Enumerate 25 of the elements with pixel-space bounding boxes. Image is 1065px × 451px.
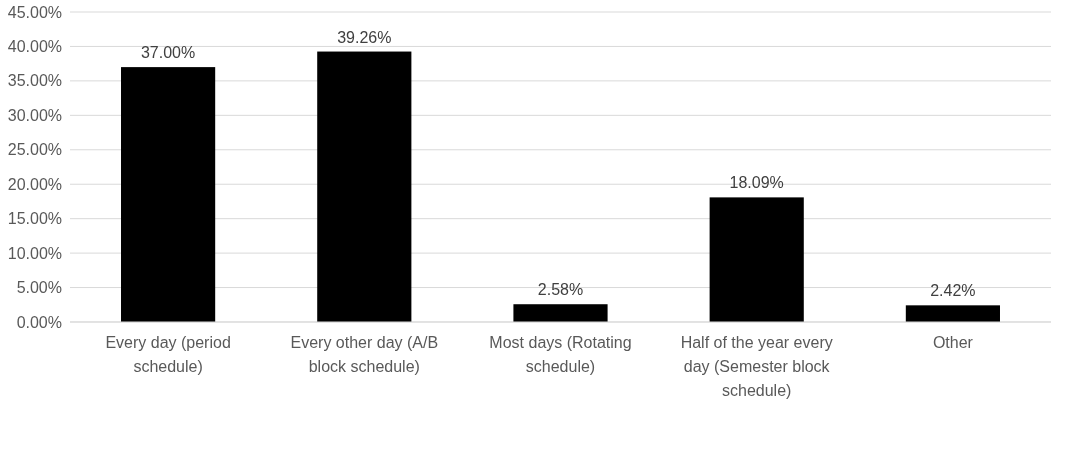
x-tick-label: Other xyxy=(932,334,974,351)
x-tick-label: Every other day (A/B block schedule) xyxy=(290,334,439,375)
y-tick-label: 10.00% xyxy=(7,244,62,262)
y-tick-label: 25.00% xyxy=(7,141,62,159)
data-label: 39.26% xyxy=(337,28,392,46)
data-label: 2.42% xyxy=(930,282,976,300)
y-tick-label: 40.00% xyxy=(7,38,62,56)
data-label: 37.00% xyxy=(140,44,196,62)
y-tick-label: 0.00% xyxy=(16,313,62,331)
bar xyxy=(905,305,1000,322)
bar xyxy=(513,304,608,322)
x-tick-label: Most days (Rotating schedule) xyxy=(489,334,632,375)
bar xyxy=(317,51,412,322)
data-label: 18.09% xyxy=(729,174,784,192)
y-tick-label: 35.00% xyxy=(7,72,62,90)
x-tick-label: Half of the year every day (Semester block schedule) xyxy=(680,334,833,399)
y-tick-label: 45.00% xyxy=(7,3,62,21)
y-tick-label: 20.00% xyxy=(7,175,62,193)
y-tick-label: 15.00% xyxy=(7,210,62,228)
bar xyxy=(709,197,804,322)
data-label: 2.58% xyxy=(537,281,584,299)
bar xyxy=(121,67,216,322)
x-tick-label: Every day (period schedule) xyxy=(105,334,231,375)
y-tick-label: 30.00% xyxy=(7,106,62,124)
y-tick-label: 5.00% xyxy=(16,279,62,297)
